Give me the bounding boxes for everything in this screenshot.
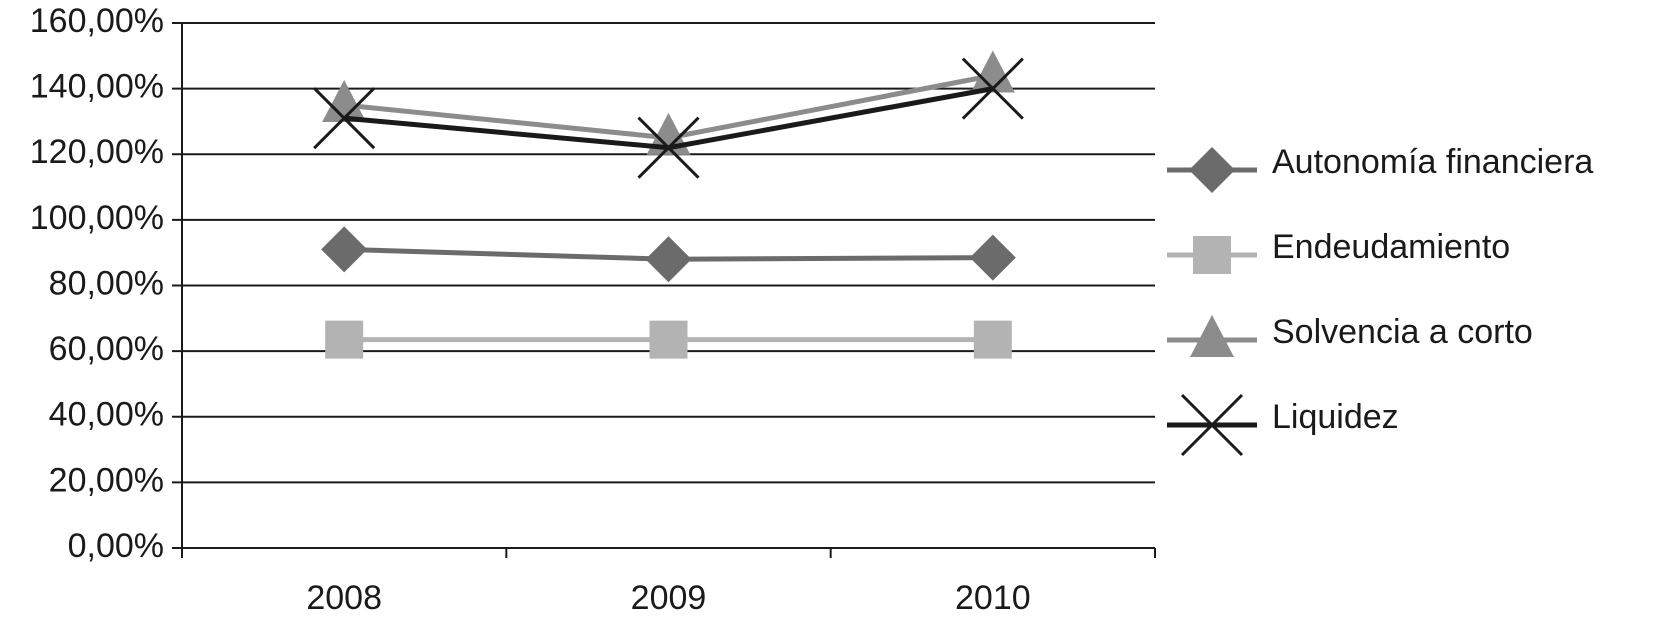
marker	[649, 320, 688, 359]
marker-stroke	[961, 57, 1024, 120]
marker	[969, 234, 1016, 281]
marker-stroke	[637, 116, 700, 179]
marker	[325, 320, 364, 359]
marker	[1189, 147, 1235, 193]
marker	[961, 57, 1024, 120]
y-tick-label: 40,00%	[49, 396, 164, 434]
legend-label: Liquidez	[1272, 398, 1399, 436]
legend-label: Endeudamiento	[1272, 228, 1510, 266]
y-tick-label: 160,00%	[30, 2, 164, 40]
x-tick-label: 2009	[631, 579, 707, 617]
y-tick-label: 20,00%	[49, 461, 164, 499]
marker-stroke	[313, 87, 376, 150]
marker	[973, 320, 1012, 359]
x-tick-label: 2008	[306, 579, 382, 617]
marker-stroke	[1180, 393, 1244, 457]
y-tick-label: 60,00%	[49, 330, 164, 368]
marker	[321, 226, 368, 273]
legend-label: Autonomía financiera	[1272, 143, 1593, 181]
y-tick-label: 140,00%	[30, 68, 164, 106]
marker	[645, 236, 692, 283]
marker	[970, 50, 1015, 93]
marker	[637, 116, 700, 179]
y-tick-label: 80,00%	[49, 264, 164, 302]
y-tick-label: 120,00%	[30, 133, 164, 171]
marker	[1190, 315, 1234, 357]
marker	[313, 87, 376, 150]
y-tick-label: 100,00%	[30, 199, 164, 237]
legend-label: Solvencia a corto	[1272, 313, 1533, 351]
x-tick-label: 2010	[955, 579, 1031, 617]
y-tick-label: 0,00%	[68, 527, 164, 565]
marker	[1180, 393, 1244, 457]
marker	[322, 80, 367, 123]
marker	[1193, 236, 1231, 274]
